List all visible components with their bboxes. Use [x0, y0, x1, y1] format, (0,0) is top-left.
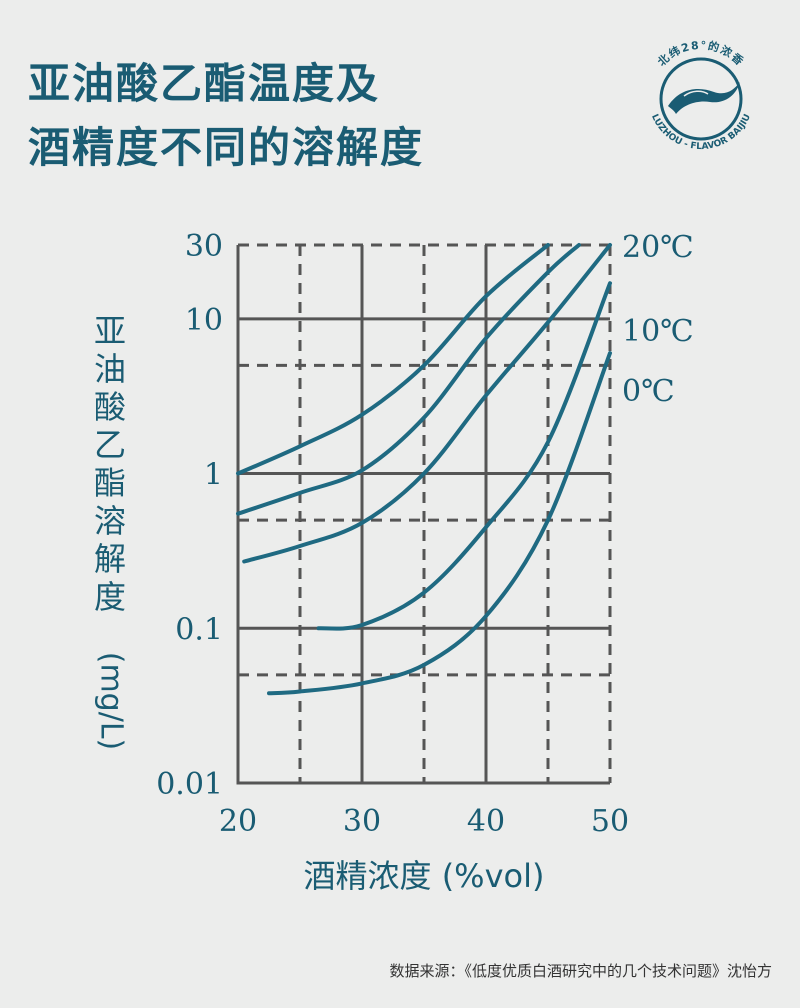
logo-dragon-icon	[668, 82, 740, 114]
y-tick-label: 0.1	[175, 612, 223, 647]
y-axis-label-char: 解	[94, 540, 126, 578]
grid-layer	[236, 243, 612, 785]
x-tick-label: 50	[591, 804, 629, 839]
title-line-2: 酒精度不同的溶解度	[28, 123, 425, 172]
luzhou-flavor-logo: 北纬28°的浓香 LUZHOU - FLAVOR BAIJIU	[649, 38, 753, 152]
source-note: 数据来源：《低度优质白酒研究中的几个技术问题》沈怡方	[389, 962, 772, 980]
x-axis-label: 酒精浓度 (%vol)	[304, 857, 545, 895]
y-tick-label: 0.01	[156, 767, 223, 802]
y-axis-label-char: 度	[94, 578, 126, 616]
logo-ring	[659, 57, 743, 141]
x-tick-label: 30	[343, 804, 381, 839]
y-axis-label-char: 溶	[94, 502, 126, 540]
y-axis-label-char: 乙	[94, 426, 126, 464]
y-tick-label: 10	[185, 303, 223, 338]
curve-layer	[236, 243, 612, 696]
y-axis-label-char: 酯	[94, 464, 126, 502]
series-line-2	[236, 243, 581, 516]
page-title: 亚油酸乙酯温度及 酒精度不同的溶解度	[28, 52, 424, 180]
temperature-label: 20℃	[622, 230, 694, 265]
label-layer: 20 30 40 50 0.01 0.1 1 10 30 20℃ 10℃ 0℃ 酒精浓度 (%vol) 亚…	[94, 229, 694, 895]
y-tick-label: 1	[204, 458, 223, 493]
y-axis-label-char: 酸	[94, 388, 126, 426]
temperature-label: 10℃	[622, 314, 694, 349]
title-line-1: 亚油酸乙酯温度及	[28, 59, 381, 108]
y-tick-label: 30	[185, 229, 223, 264]
temperature-label: 0℃	[622, 374, 675, 409]
y-axis-label-char: 油	[94, 350, 126, 388]
series-line-5	[267, 351, 612, 696]
y-axis-label-unit: (mg/L)	[94, 652, 129, 751]
series-line-3	[242, 243, 612, 564]
series-line-1	[236, 243, 550, 476]
x-tick-label: 40	[467, 804, 505, 839]
series-line-4	[316, 281, 612, 631]
x-tick-label: 20	[219, 804, 257, 839]
y-axis-label-char: 亚	[94, 312, 126, 350]
